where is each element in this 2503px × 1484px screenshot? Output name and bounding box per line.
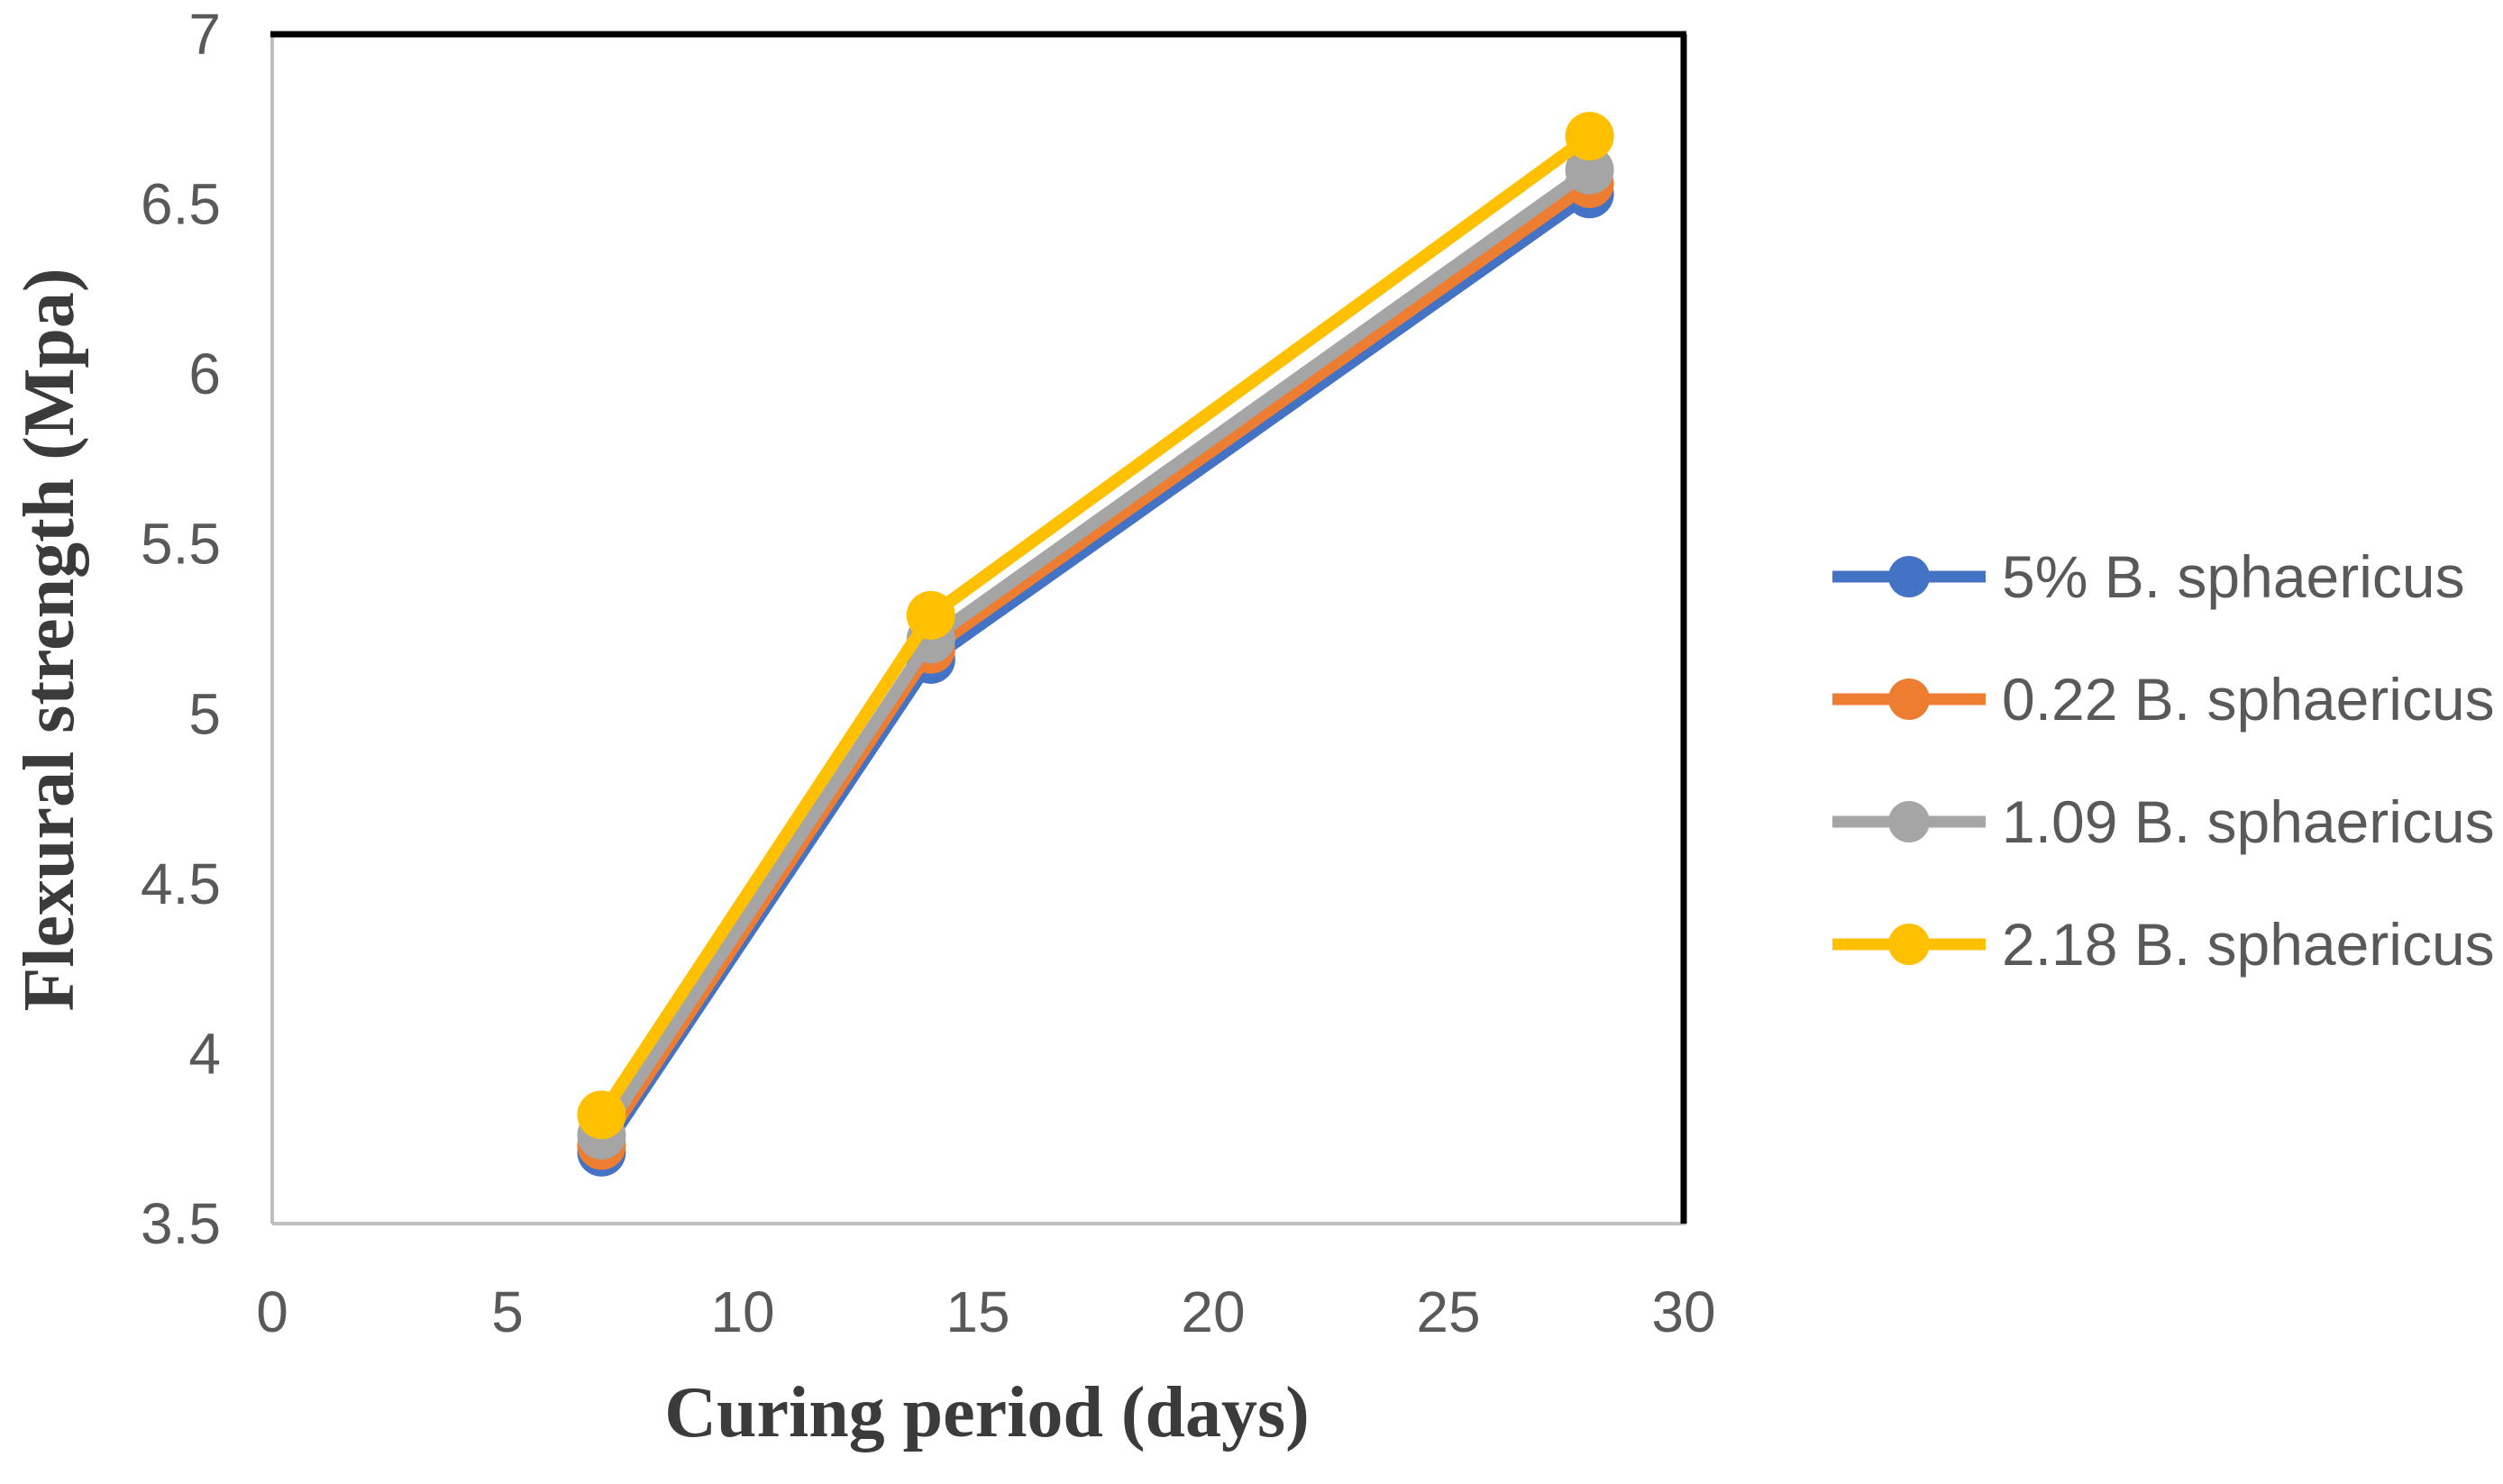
legend-line-marker-icon [1832, 801, 1986, 842]
legend-label: 2.18 B. sphaericus [2002, 911, 2495, 978]
y-tick-label: 6 [188, 341, 221, 406]
y-axis-title: Flexural strength (Mpa) [10, 268, 89, 1012]
legend-item: 5% B. sphaericus [1832, 532, 2465, 622]
series-line [595, 187, 1596, 1159]
x-axis-title: Curing period (days) [664, 1373, 1310, 1452]
data-point-marker [906, 590, 955, 640]
series-line [595, 177, 1596, 1152]
legend-label: 0.22 B. sphaericus [2002, 666, 2495, 733]
series-line [595, 163, 1596, 1142]
y-tick-label: 4.5 [141, 851, 221, 916]
legend-line-marker-icon [1832, 678, 1986, 720]
y-tick-label: 3.5 [141, 1191, 221, 1256]
data-point-marker [1565, 145, 1614, 195]
y-tick-label: 5 [188, 681, 221, 746]
legend-item: 0.22 B. sphaericus [1832, 654, 2495, 744]
data-point-marker [577, 1090, 626, 1140]
legend-line-marker-icon [1832, 556, 1986, 597]
y-tick-label: 6.5 [141, 172, 221, 237]
x-tick-label: 30 [1651, 1279, 1715, 1344]
y-tick-label: 4 [188, 1021, 221, 1086]
x-tick-label: 25 [1416, 1279, 1480, 1344]
x-tick-label: 10 [710, 1279, 774, 1344]
y-tick-label: 7 [188, 2, 221, 67]
legend-label: 1.09 B. sphaericus [2002, 788, 2495, 855]
data-point-marker [1565, 112, 1614, 161]
y-tick-label: 5.5 [141, 512, 221, 577]
x-tick-label: 0 [256, 1279, 288, 1344]
legend-item: 2.18 B. sphaericus [1832, 899, 2495, 989]
legend-line-marker-icon [1832, 924, 1986, 965]
legend-item: 1.09 B. sphaericus [1832, 777, 2495, 867]
x-tick-label: 20 [1181, 1279, 1245, 1344]
x-tick-label: 5 [491, 1279, 524, 1344]
legend-label: 5% B. sphaericus [2002, 543, 2465, 610]
x-tick-label: 15 [945, 1279, 1009, 1344]
